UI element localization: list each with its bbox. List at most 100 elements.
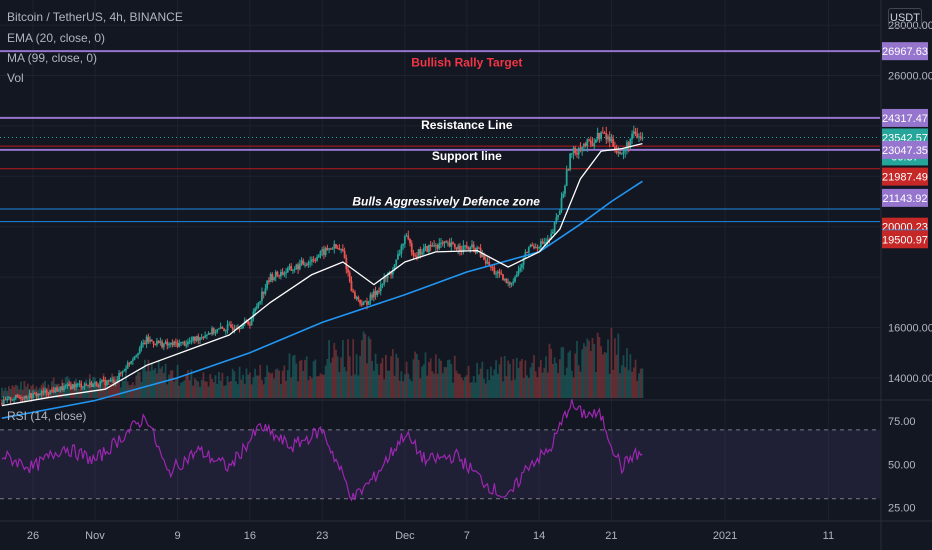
candle-body xyxy=(230,324,232,328)
volume-bar xyxy=(219,380,222,398)
rsi-legend[interactable]: RSI (14, close) xyxy=(7,409,87,423)
volume-bar xyxy=(168,374,170,398)
volume-bar xyxy=(474,382,477,398)
price-badge xyxy=(882,108,928,127)
candle-body xyxy=(250,318,253,326)
candle-body xyxy=(362,301,365,306)
candle-body xyxy=(267,280,270,282)
candle-body xyxy=(607,136,609,140)
volume-bar xyxy=(436,373,439,398)
volume-bar xyxy=(292,355,294,398)
volume-bar xyxy=(639,368,642,398)
volume-bar xyxy=(495,360,497,398)
annotation-label[interactable]: Resistance Line xyxy=(421,118,513,132)
volume-bar xyxy=(87,386,89,398)
volume-bar xyxy=(527,377,530,398)
volume-bar xyxy=(424,352,427,398)
volume-bar xyxy=(333,342,336,398)
volume-bar xyxy=(471,382,473,398)
volume-bar xyxy=(102,373,105,398)
volume-bar xyxy=(90,388,93,398)
annotation-label[interactable]: Support line xyxy=(432,149,502,163)
ema-legend[interactable]: EMA (20, close, 0) xyxy=(7,31,106,45)
candle-body xyxy=(595,139,597,143)
candle-body xyxy=(66,384,69,386)
currency-button[interactable]: USDT xyxy=(888,8,922,28)
volume-bar xyxy=(166,384,169,398)
candle-body xyxy=(283,273,286,275)
candle-body xyxy=(149,339,151,342)
candle-body xyxy=(276,271,279,276)
candle-body xyxy=(142,342,145,344)
volume-bar xyxy=(221,372,224,398)
volume-bar xyxy=(577,365,580,398)
volume-bar xyxy=(403,374,406,398)
annotation-label[interactable]: Bulls Aggressively Defence zone xyxy=(352,194,540,208)
candle-body xyxy=(88,382,91,386)
candle-body xyxy=(123,370,126,372)
volume-bar xyxy=(209,373,212,398)
volume-bar xyxy=(154,368,157,398)
candle-body xyxy=(331,248,334,250)
candle-body xyxy=(564,185,566,194)
volume-bar xyxy=(617,333,620,398)
volume-bar xyxy=(226,376,229,398)
candle-body xyxy=(350,281,353,292)
volume-bar xyxy=(428,362,430,398)
time-tick-label: 7 xyxy=(464,530,470,542)
candle-body xyxy=(92,383,95,387)
volume-bar xyxy=(460,377,463,398)
volume-bar xyxy=(441,373,444,398)
volume-bar xyxy=(142,367,145,398)
candle-body xyxy=(562,193,565,198)
volume-bar xyxy=(586,338,589,398)
candle-body xyxy=(300,260,303,264)
volume-bar xyxy=(149,370,151,398)
candle-body xyxy=(71,384,74,390)
volume-bar xyxy=(133,385,136,398)
volume-bar xyxy=(116,380,119,398)
time-tick-label: 21 xyxy=(605,530,617,542)
candle-body xyxy=(113,379,115,384)
volume-legend[interactable]: Vol xyxy=(7,71,24,85)
candle-body xyxy=(204,335,207,338)
ma-legend[interactable]: MA (99, close, 0) xyxy=(7,51,98,65)
volume-bar xyxy=(107,386,110,398)
volume-bar xyxy=(479,368,482,398)
horizontal-levels[interactable] xyxy=(0,50,880,223)
volume-bar xyxy=(125,373,127,398)
candle-body xyxy=(527,247,530,253)
candle-body xyxy=(42,391,45,393)
volume-bar xyxy=(300,359,303,398)
candle-body xyxy=(190,340,193,342)
candle-body xyxy=(488,261,491,267)
volume-bar xyxy=(433,373,436,398)
volume-bar xyxy=(276,368,279,398)
volume-bar xyxy=(255,375,258,398)
candle-body xyxy=(187,341,189,345)
volume-bar xyxy=(388,370,391,398)
annotation-label[interactable]: Bullish Rally Target xyxy=(411,56,522,70)
volume-bar xyxy=(7,386,10,398)
volume-bar xyxy=(414,351,417,398)
candle-body xyxy=(598,132,601,139)
candle-body xyxy=(205,334,208,336)
chart-annotations[interactable]: Bullish Rally Target Resistance Line Suppo… xyxy=(352,56,540,209)
volume-bar xyxy=(362,331,365,398)
volume-bar xyxy=(610,328,613,398)
candle-body xyxy=(326,247,329,250)
candle-body xyxy=(500,273,503,275)
volume-bar xyxy=(285,380,287,398)
candle-body xyxy=(75,384,77,388)
symbol-legend[interactable]: Bitcoin / TetherUS, 4h, BINANCE xyxy=(7,10,183,24)
price-badge-label: 19500.97 xyxy=(882,234,928,246)
candle-body xyxy=(193,336,196,341)
volume-bar xyxy=(150,363,153,398)
volume-bar xyxy=(608,373,611,398)
candle-body xyxy=(269,274,272,282)
candle-body xyxy=(197,336,200,341)
volume-bar xyxy=(240,379,243,398)
volume-bar xyxy=(204,381,207,398)
volume-bar xyxy=(385,354,387,398)
